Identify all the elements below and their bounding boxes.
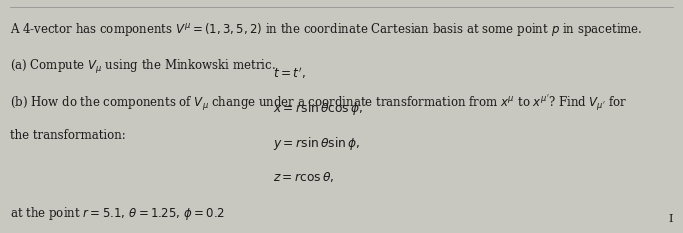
Text: I: I [668,214,673,224]
Text: (b) How do the components of $V_{\mu}$ change under a coordinate transformation : (b) How do the components of $V_{\mu}$ c… [10,93,628,113]
Text: A 4-vector has components $V^{\mu} = (1, 3, 5, 2)$ in the coordinate Cartesian b: A 4-vector has components $V^{\mu} = (1,… [10,21,643,38]
Text: $y = r\sin\theta\sin\phi,$: $y = r\sin\theta\sin\phi,$ [273,135,360,152]
Text: the transformation:: the transformation: [10,129,126,142]
Text: at the point $r = 5.1,\, \theta = 1.25,\, \phi = 0.2$: at the point $r = 5.1,\, \theta = 1.25,\… [10,205,225,222]
Text: $z = r\cos\theta,$: $z = r\cos\theta,$ [273,170,335,184]
Text: $t = t',$: $t = t',$ [273,65,306,81]
Text: $x = r\sin\theta\cos\phi,$: $x = r\sin\theta\cos\phi,$ [273,100,363,117]
Text: (a) Compute $V_{\mu}$ using the Minkowski metric.: (a) Compute $V_{\mu}$ using the Minkowsk… [10,58,276,76]
